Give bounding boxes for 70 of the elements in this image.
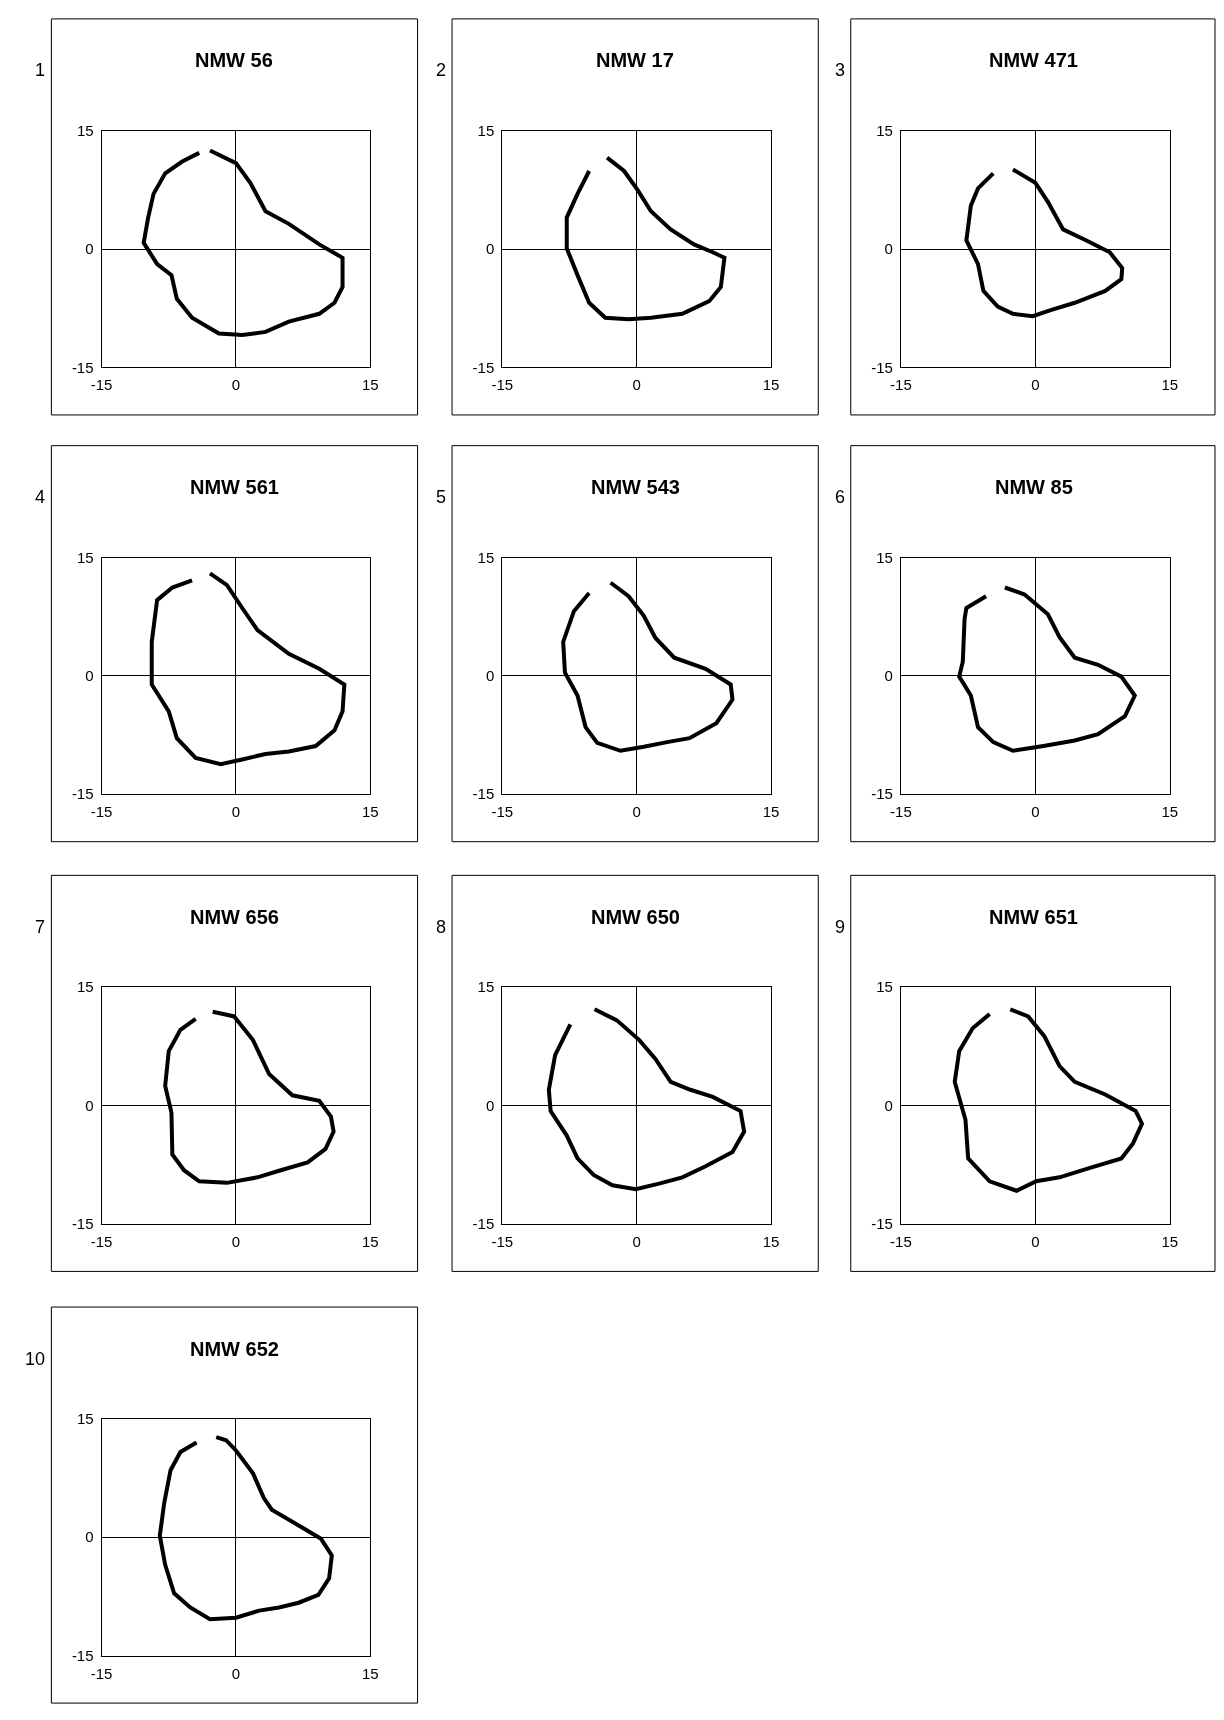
x-tick-label: 0 [632,376,641,394]
text: 10 [25,1349,46,1369]
x-tick-label: 0 [231,1232,241,1250]
y-tick-label: -15 [71,1215,94,1233]
y-tick-label: 15 [76,548,94,566]
x-tick-label: 0 [231,376,241,394]
x-tick-label: 15 [361,1232,379,1250]
y-tick-label: 15 [876,122,893,140]
x-tick-label: 0 [1031,376,1040,394]
chart-title: NMW 543 [591,476,680,498]
y-tick-label: -15 [71,358,94,376]
y-tick-label: 0 [85,1096,94,1114]
text: 8 [436,917,447,937]
y-tick-label: 15 [477,548,495,566]
x-tick-label: 15 [1161,803,1179,821]
y-tick-label: 0 [85,1528,94,1546]
y-tick-label: 0 [884,240,893,258]
y-tick-label: -15 [472,1215,495,1233]
x-tick-label: 0 [632,1232,641,1250]
y-tick-label: -15 [871,785,893,803]
chart-title: NMW 650 [591,906,680,928]
x-tick-label: 0 [1031,1232,1040,1250]
y-tick-label: -15 [71,1646,94,1664]
text: 2 [436,60,447,80]
text: 9 [835,917,846,937]
y-tick-label: 0 [485,240,495,258]
y-tick-label: 15 [477,978,495,996]
y-tick-label: 15 [76,122,94,140]
y-tick-label: 0 [85,667,94,685]
x-tick-label: 15 [762,803,780,821]
y-tick-label: -15 [871,358,893,376]
x-tick-label: 15 [762,376,780,394]
y-tick-label: -15 [472,785,495,803]
x-tick-label: 0 [231,803,241,821]
x-tick-label: 15 [762,1232,780,1250]
y-tick-label: -15 [71,785,94,803]
y-tick-label: 0 [485,1096,495,1114]
chart-title: NMW 561 [190,476,279,498]
chart-title: NMW 85 [995,476,1073,498]
x-tick-label: 15 [361,803,379,821]
x-tick-label: 15 [1161,1232,1179,1250]
y-tick-label: 0 [884,667,893,685]
x-tick-label: 15 [1161,376,1179,394]
text: 4 [35,487,46,507]
chart-title: NMW 652 [190,1338,279,1360]
y-tick-label: 15 [876,978,893,996]
text: 1 [35,60,46,80]
chart-title: NMW 656 [190,906,279,928]
y-tick-label: 0 [884,1096,893,1114]
y-tick-label: -15 [472,358,495,376]
y-tick-label: 0 [485,667,495,685]
chart-title: NMW 471 [989,49,1078,71]
text: 6 [835,487,846,507]
text: 7 [35,917,46,937]
y-tick-label: 0 [85,240,94,258]
x-tick-label: 0 [1031,803,1040,821]
x-tick-label: 0 [231,1664,241,1682]
x-tick-label: 0 [632,803,641,821]
x-tick-label: 15 [361,376,379,394]
chart-title: NMW 56 [195,49,273,71]
text: 3 [835,60,846,80]
chart-title: NMW 17 [596,49,674,71]
y-tick-label: 15 [76,978,94,996]
y-tick-label: 15 [876,548,893,566]
text: 5 [436,487,447,507]
y-tick-label: -15 [871,1215,893,1233]
y-tick-label: 15 [76,1410,94,1428]
chart-title: NMW 651 [989,906,1078,928]
x-tick-label: 15 [361,1664,379,1682]
y-tick-label: 15 [477,122,495,140]
